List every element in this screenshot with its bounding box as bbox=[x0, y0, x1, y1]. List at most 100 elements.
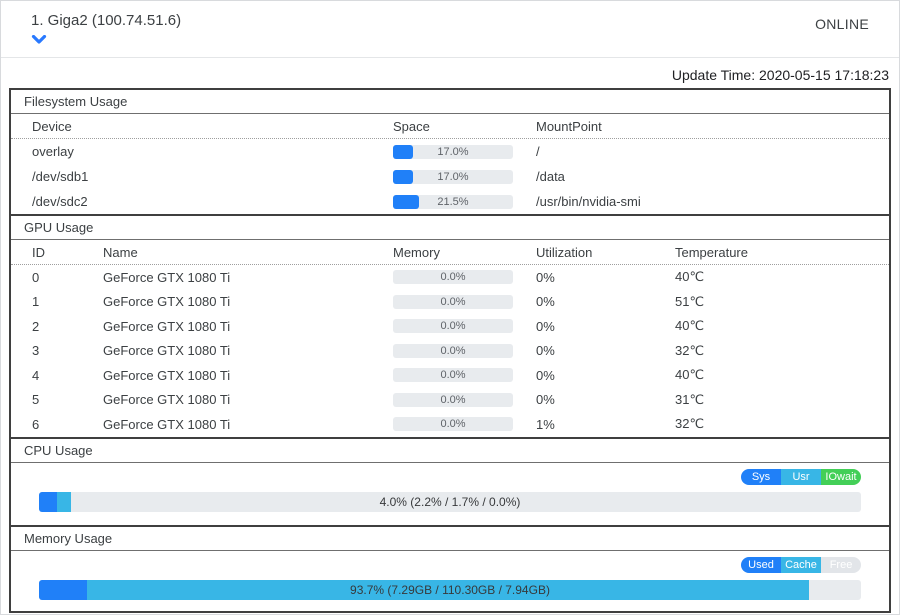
bar-fill bbox=[393, 194, 419, 209]
gpu-row: 0 GeForce GTX 1080 Ti 0.0% 0% 40℃ bbox=[11, 265, 889, 290]
gpu-temperature-cell: 32℃ bbox=[675, 342, 705, 358]
gpu-memory-bar: 0.0% bbox=[393, 368, 513, 383]
bar-segment-used bbox=[39, 579, 87, 600]
gpu-rows: 0 GeForce GTX 1080 Ti 0.0% 0% 40℃ 1 GeForce GT… bbox=[11, 265, 889, 437]
gpu-id-cell: 0 bbox=[32, 269, 40, 285]
gpu-temperature-cell: 40℃ bbox=[675, 318, 705, 334]
monitor-content: Update Time: 2020-05-15 17:18:23 Filesys… bbox=[1, 58, 899, 613]
col-header-mountpoint: MountPoint bbox=[536, 118, 602, 134]
bar-fill bbox=[393, 144, 414, 159]
gpu-temperature-cell: 40℃ bbox=[675, 367, 705, 383]
bar-value-label: 0.0% bbox=[440, 271, 466, 284]
filesystem-rows: overlay 17.0% / /dev/sdb1 17.0% /data/dev/sdc… bbox=[11, 139, 889, 214]
gpu-utilization-cell: 0% bbox=[536, 343, 555, 359]
gpu-utilization-cell: 0% bbox=[536, 294, 555, 310]
bar-segment-usr bbox=[57, 491, 72, 512]
col-header-name: Name bbox=[103, 244, 138, 260]
legend-free: Free bbox=[821, 556, 861, 573]
gpu-name-cell: GeForce GTX 1080 Ti bbox=[103, 343, 231, 359]
memory-usage-bar: 93.7% (7.29GB / 110.30GB / 7.94GB) bbox=[39, 579, 861, 600]
server-header-left: 1. Giga2 (100.74.51.6) bbox=[31, 12, 181, 45]
bar-value-label: 0.0% bbox=[440, 295, 466, 308]
gpu-memory-cell: 0.0% bbox=[393, 319, 536, 334]
gpu-temperature-cell: 51℃ bbox=[675, 293, 705, 309]
filesystem-section-title: Filesystem Usage bbox=[11, 90, 889, 114]
gpu-row: 3 GeForce GTX 1080 Ti 0.0% 0% 32℃ bbox=[11, 339, 889, 364]
status-badge: ONLINE bbox=[815, 16, 869, 32]
bar-value-label: 17.0% bbox=[437, 170, 469, 183]
gpu-id-cell: 2 bbox=[32, 318, 40, 334]
gpu-memory-bar: 0.0% bbox=[393, 417, 513, 432]
gpu-memory-cell: 0.0% bbox=[393, 368, 536, 383]
gpu-memory-bar: 0.0% bbox=[393, 270, 513, 285]
col-header-space: Space bbox=[393, 118, 430, 134]
col-header-utilization: Utilization bbox=[536, 244, 593, 260]
memory-legend: Used Cache Free bbox=[741, 556, 861, 573]
memory-legend-row: Used Cache Free bbox=[11, 556, 861, 573]
filesystem-section: Filesystem Usage Device Space MountPoint… bbox=[11, 90, 889, 214]
gpu-memory-cell: 0.0% bbox=[393, 343, 536, 358]
gpu-row: 4 GeForce GTX 1080 Ti 0.0% 0% 40℃ bbox=[11, 363, 889, 388]
space-cell: 17.0% bbox=[393, 169, 536, 184]
server-header: 1. Giga2 (100.74.51.6) ONLINE bbox=[1, 1, 899, 58]
gpu-memory-cell: 0.0% bbox=[393, 294, 536, 309]
col-header-temperature: Temperature bbox=[675, 244, 748, 260]
space-usage-bar: 17.0% bbox=[393, 169, 513, 184]
bar-value-label: 0.0% bbox=[440, 369, 466, 382]
server-title: 1. Giga2 (100.74.51.6) bbox=[31, 12, 182, 29]
legend-usr: Usr bbox=[781, 468, 821, 485]
gpu-row: 5 GeForce GTX 1080 Ti 0.0% 0% 31℃ bbox=[11, 388, 889, 413]
space-cell: 17.0% bbox=[393, 144, 536, 159]
bar-fill bbox=[393, 169, 414, 184]
memory-usage-label: 93.7% (7.29GB / 110.30GB / 7.94GB) bbox=[350, 582, 550, 597]
gpu-id-cell: 3 bbox=[32, 343, 40, 359]
legend-used: Used bbox=[741, 556, 781, 573]
memory-section-title: Memory Usage bbox=[11, 527, 889, 551]
gpu-name-cell: GeForce GTX 1080 Ti bbox=[103, 269, 231, 285]
cpu-legend: Sys Usr IOwait bbox=[741, 468, 861, 485]
device-cell: /dev/sdb1 bbox=[32, 169, 89, 184]
device-cell: overlay bbox=[32, 144, 74, 159]
cpu-usage-label: 4.0% (2.2% / 1.7% / 0.0%) bbox=[379, 494, 521, 509]
mountpoint-cell: /usr/bin/nvidia-smi bbox=[536, 194, 641, 209]
gpu-name-cell: GeForce GTX 1080 Ti bbox=[103, 367, 231, 383]
filesystem-header-row: Device Space MountPoint bbox=[11, 114, 889, 139]
gpu-header-row: ID Name Memory Utilization Temperature bbox=[11, 240, 889, 265]
gpu-utilization-cell: 0% bbox=[536, 367, 555, 383]
gpu-name-cell: GeForce GTX 1080 Ti bbox=[103, 294, 231, 310]
bar-value-label: 21.5% bbox=[437, 195, 469, 208]
gpu-name-cell: GeForce GTX 1080 Ti bbox=[103, 392, 231, 408]
cpu-usage-bar: 4.0% (2.2% / 1.7% / 0.0%) bbox=[39, 491, 861, 512]
gpu-id-cell: 1 bbox=[32, 294, 40, 310]
gpu-row: 2 GeForce GTX 1080 Ti 0.0% 0% 40℃ bbox=[11, 314, 889, 339]
cpu-section: CPU Usage Sys Usr IOwait 4.0% (2.2% / 1.7%… bbox=[11, 436, 889, 525]
memory-section: Memory Usage Used Cache Free 93.7% (7.29GB… bbox=[11, 524, 889, 611]
gpu-temperature-cell: 40℃ bbox=[675, 269, 705, 285]
gpu-name-cell: GeForce GTX 1080 Ti bbox=[103, 318, 231, 334]
gpu-memory-cell: 0.0% bbox=[393, 392, 536, 407]
usage-board: Filesystem Usage Device Space MountPoint… bbox=[9, 88, 891, 613]
filesystem-row: /dev/sdb1 17.0% /data bbox=[11, 164, 889, 189]
gpu-memory-cell: 0.0% bbox=[393, 270, 536, 285]
bar-value-label: 0.0% bbox=[440, 344, 466, 357]
gpu-id-cell: 4 bbox=[32, 367, 40, 383]
device-cell: /dev/sdc2 bbox=[32, 194, 88, 209]
gpu-utilization-cell: 0% bbox=[536, 318, 555, 334]
gpu-utilization-cell: 0% bbox=[536, 392, 555, 408]
gpu-name-cell: GeForce GTX 1080 Ti bbox=[103, 416, 231, 432]
mountpoint-cell: / bbox=[536, 144, 540, 159]
chevron-down-icon[interactable] bbox=[31, 35, 47, 45]
filesystem-row: overlay 17.0% / bbox=[11, 139, 889, 164]
col-header-memory: Memory bbox=[393, 244, 440, 260]
gpu-utilization-cell: 1% bbox=[536, 416, 555, 432]
gpu-memory-bar: 0.0% bbox=[393, 319, 513, 334]
cpu-section-title: CPU Usage bbox=[11, 439, 889, 463]
gpu-section-title: GPU Usage bbox=[11, 216, 889, 240]
bar-segment-cache bbox=[86, 579, 810, 600]
gpu-row: 6 GeForce GTX 1080 Ti 0.0% 1% 32℃ bbox=[11, 412, 889, 437]
bar-value-label: 0.0% bbox=[440, 393, 466, 406]
gpu-memory-bar: 0.0% bbox=[393, 343, 513, 358]
gpu-id-cell: 6 bbox=[32, 416, 40, 432]
gpu-memory-bar: 0.0% bbox=[393, 392, 513, 407]
